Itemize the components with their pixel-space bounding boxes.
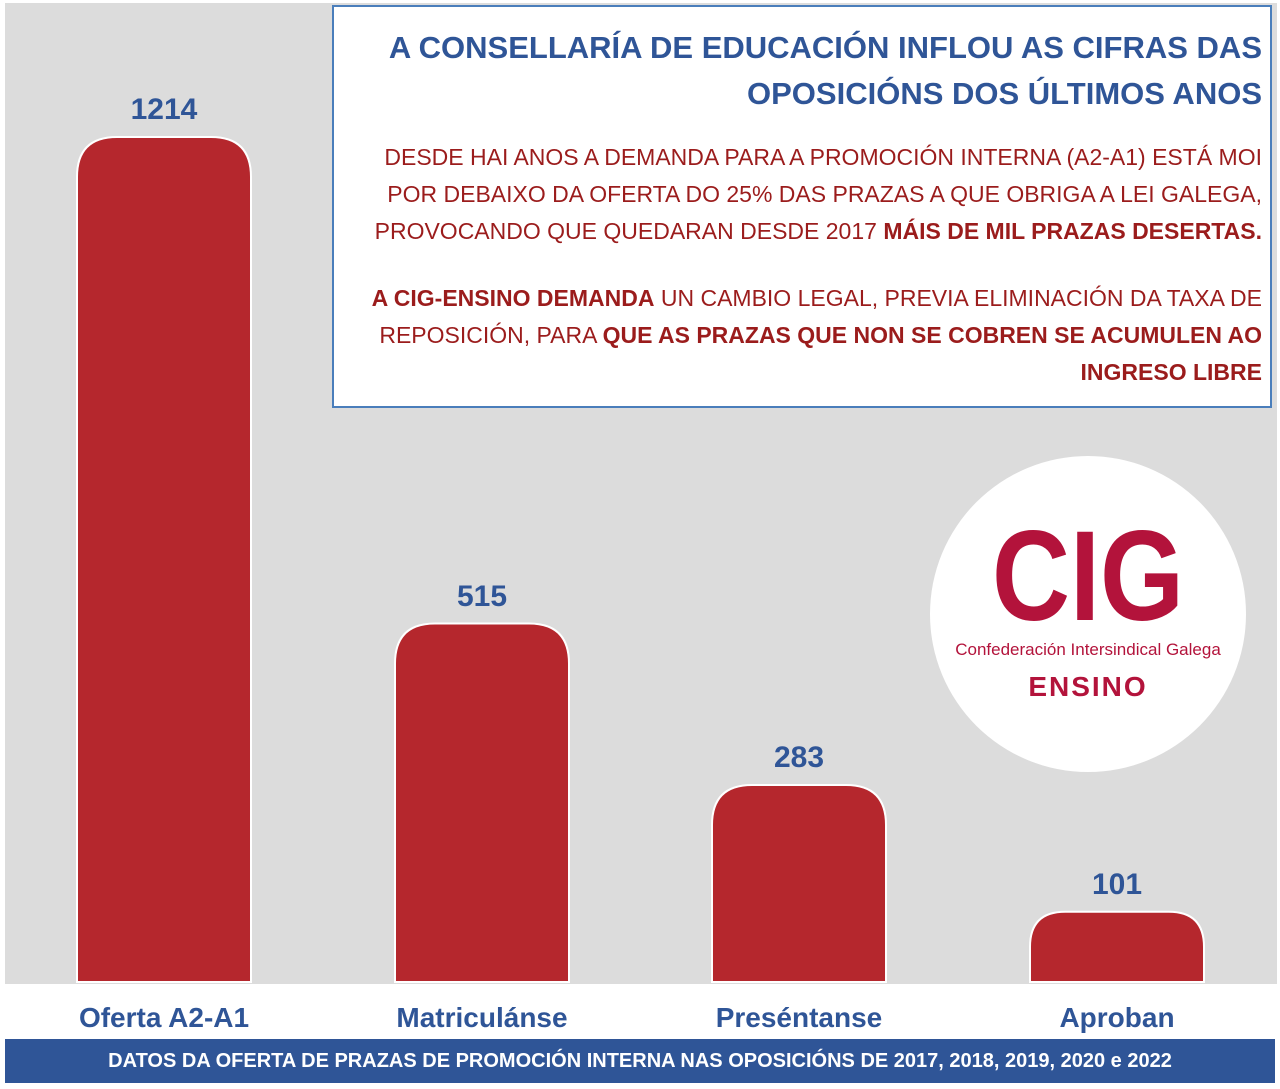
bar-3 <box>711 784 887 983</box>
info-title: A CONSELLARÍA DE EDUCACIÓN INFLOU AS CIF… <box>388 30 1262 111</box>
info-p2-highlight-2: QUE AS PRAZAS QUE NON SE COBREN SE ACUMU… <box>602 322 1262 385</box>
bar-4 <box>1029 910 1205 983</box>
category-label-3: Preséntanse <box>715 1002 883 1033</box>
bar-2 <box>394 622 570 983</box>
bar-value-label-4: 101 <box>1091 867 1143 901</box>
bar-value-label-1: 1214 <box>130 93 198 126</box>
category-label-4: Aproban <box>1059 1002 1175 1033</box>
cig-logo-ensino: ENSINO <box>1028 671 1148 702</box>
category-label-2: Matriculánse <box>396 1002 568 1033</box>
bar-value-label-2: 515 <box>456 579 508 613</box>
info-p1-line2: POR DEBAIXO DA OFERTA DO 25% DAS PRAZAS … <box>387 181 1262 207</box>
info-p1-line1: DESDE HAI ANOS A DEMANDA PARA A PROMOCIÓ… <box>384 144 1262 170</box>
cig-logo-letters: CIG <box>992 512 1184 632</box>
cig-logo-mark: CIG <box>992 512 1184 632</box>
info-paragraph-2: A CIG-ENSINO DEMANDA UN CAMBIO LEGAL, PR… <box>344 280 1262 391</box>
info-paragraph-1: DESDE HAI ANOS A DEMANDA PARA A PROMOCIÓ… <box>344 139 1262 250</box>
info-p2-text: UN CAMBIO LEGAL, PREVIA ELIMINACIÓN DA T… <box>379 285 1262 348</box>
bar-1 <box>76 136 252 983</box>
footer-banner: DATOS DA OFERTA DE PRAZAS DE PROMOCIÓN I… <box>5 1039 1275 1083</box>
info-box: A CONSELLARÍA DE EDUCACIÓN INFLOU AS CIF… <box>332 5 1272 408</box>
info-p1-highlight: MÁIS DE MIL PRAZAS DESERTAS. <box>883 218 1262 244</box>
category-label-1: Oferta A2-A1 <box>78 1002 250 1033</box>
bar-value-label-3: 283 <box>773 741 825 775</box>
info-p1-line3: PROVOCANDO QUE QUEDARAN DESDE 2017 <box>374 218 884 244</box>
bar-chart <box>76 136 1205 983</box>
cig-logo: CIG Confederación Intersindical Galega E… <box>930 456 1246 772</box>
cig-logo-name: Confederación Intersindical Galega <box>955 640 1221 659</box>
info-p2-highlight-1: A CIG-ENSINO DEMANDA <box>371 285 655 311</box>
